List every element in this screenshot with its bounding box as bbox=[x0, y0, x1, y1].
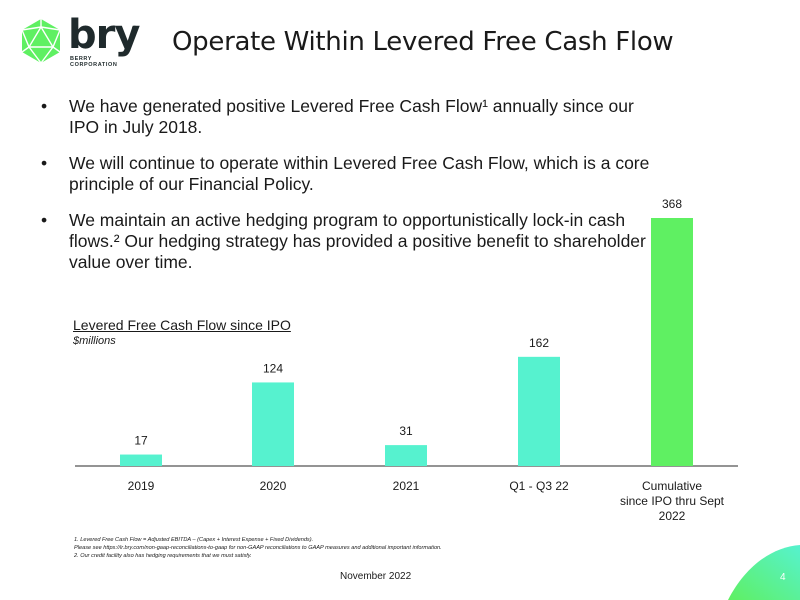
bar-0 bbox=[120, 454, 162, 466]
page-number: 4 bbox=[780, 572, 786, 583]
bullet-list: We have generated positive Levered Free … bbox=[38, 96, 658, 288]
category-label-1: 2020 bbox=[260, 479, 287, 493]
bullet-item: We maintain an active hedging program to… bbox=[38, 210, 658, 273]
category-label-4-line-0: Cumulative bbox=[642, 479, 702, 493]
brand-trademark: ® bbox=[132, 26, 138, 33]
bullet-item: We will continue to operate within Lever… bbox=[38, 153, 658, 195]
footnotes: 1. Levered Free Cash Flow = Adjusted EBI… bbox=[74, 536, 574, 560]
corner-accent bbox=[728, 545, 800, 600]
brand-sub-line2: CORPORATION bbox=[70, 62, 118, 68]
data-label-1: 124 bbox=[263, 361, 283, 375]
chart-units: $millions bbox=[73, 335, 116, 347]
chart-title: Levered Free Cash Flow since IPO bbox=[73, 317, 291, 333]
category-label-3: Q1 - Q3 22 bbox=[509, 479, 569, 493]
category-label-4-line-1: since IPO thru Sept bbox=[620, 494, 725, 508]
data-label-0: 17 bbox=[134, 434, 148, 448]
data-label-2: 31 bbox=[399, 424, 413, 438]
bar-1 bbox=[252, 382, 294, 466]
bullet-item: We have generated positive Levered Free … bbox=[38, 96, 658, 138]
slide-title: Operate Within Levered Free Cash Flow bbox=[172, 27, 674, 57]
brand-sub-line1: BERRY bbox=[70, 56, 93, 62]
brand-subtitle: BERRY CORPORATION bbox=[70, 56, 117, 68]
footnote-1: 1. Levered Free Cash Flow = Adjusted EBI… bbox=[74, 537, 314, 543]
icosahedron-icon bbox=[21, 19, 61, 64]
brand-logo: bry ® BERRY CORPORATION bbox=[20, 12, 150, 74]
category-label-4-line-2: 2022 bbox=[659, 509, 686, 523]
bar-2 bbox=[385, 445, 427, 466]
data-label-4: 368 bbox=[662, 197, 682, 211]
category-label-0: 2019 bbox=[128, 479, 155, 493]
brand-wordmark: bry bbox=[68, 12, 140, 58]
footnote-2: 2. Our credit facility also has hedging … bbox=[74, 553, 252, 559]
presentation-date: November 2022 bbox=[340, 571, 412, 582]
footnote-link-note: Please see https://ir.bry.com/non-gaap-r… bbox=[74, 545, 442, 551]
bar-3 bbox=[518, 356, 560, 466]
data-label-3: 162 bbox=[529, 336, 549, 350]
bar-4 bbox=[651, 218, 693, 466]
category-label-2: 2021 bbox=[393, 479, 420, 493]
